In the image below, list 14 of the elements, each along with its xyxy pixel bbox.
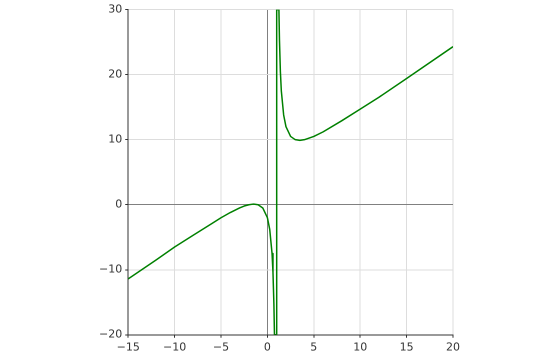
y-tick-label: 0	[115, 198, 122, 211]
x-tick-label: 10	[353, 340, 368, 354]
x-tick-label: 0	[264, 340, 271, 354]
x-tick-label: −10	[163, 340, 186, 354]
x-tick-label: −15	[116, 340, 140, 354]
x-tick-label: −5	[212, 340, 230, 354]
y-tick-label: 30	[108, 2, 122, 16]
y-tick-label: −10	[98, 262, 122, 276]
x-tick-label: 20	[446, 340, 460, 354]
y-tick-label: 20	[108, 68, 122, 80]
x-tick-label: 15	[400, 340, 414, 354]
x-tick-label: 5	[310, 340, 318, 354]
y-tick-label: 10	[108, 132, 122, 146]
y-tick-label: −20	[98, 328, 122, 341]
